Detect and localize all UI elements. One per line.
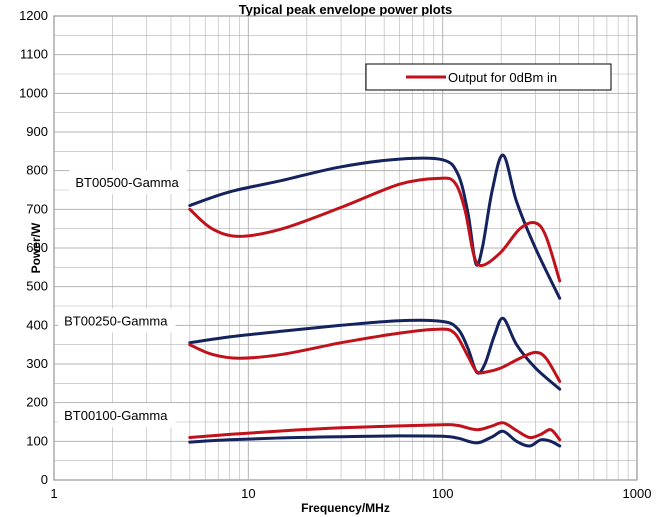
y-tick-label: 300 <box>26 356 48 371</box>
legend-entry: Output for 0dBm in <box>448 70 557 85</box>
y-tick-label: 900 <box>26 124 48 139</box>
y-tick-label: 1100 <box>20 47 48 62</box>
annotation-text: BT00250-Gamma <box>64 313 168 328</box>
series-line-4 <box>188 327 562 383</box>
y-tick-label: 500 <box>26 279 48 294</box>
series-layer <box>188 153 562 448</box>
annotation-box <box>69 170 187 195</box>
y-tick-label: 100 <box>26 433 48 448</box>
y-tick-label: 700 <box>26 201 48 216</box>
annotation-text: BT00100-Gamma <box>64 408 168 423</box>
y-tick-label: 0 <box>41 472 48 487</box>
y-axis-title: Power/W <box>29 222 43 273</box>
annotation: BT00250-Gamma <box>58 308 176 333</box>
series-line-1 <box>188 153 562 300</box>
x-tick-label: 10 <box>241 486 255 501</box>
y-tick-label: 1000 <box>19 85 48 100</box>
series-line-2 <box>188 176 562 283</box>
series-line-6 <box>188 421 562 442</box>
y-tick-label: 1200 <box>19 8 48 23</box>
chart-title: Typical peak envelope power plots <box>239 2 453 17</box>
annotation: BT00500-Gamma <box>69 170 187 195</box>
annotation-box <box>58 308 176 333</box>
annotation: BT00100-Gamma <box>58 403 176 428</box>
x-tick-labels: 1 10 100 1000 <box>50 486 651 501</box>
legend: Output for 0dBm in <box>365 63 612 91</box>
annotation-box <box>58 403 176 428</box>
x-tick-label: 1000 <box>623 486 652 501</box>
x-tick-label: 100 <box>432 486 454 501</box>
annotations: BT00500-Gamma BT00250-Gamma BT00100-Gamma <box>58 170 187 428</box>
x-tick-label: 1 <box>50 486 57 501</box>
annotation-text: BT00500-Gamma <box>75 175 179 190</box>
y-tick-labels: 0 100 200 300 400 500 600 700 800 900 1000 1100 1200 <box>19 8 48 487</box>
y-tick-label: 400 <box>26 317 48 332</box>
y-tick-label: 600 <box>26 240 48 255</box>
y-tick-label: 200 <box>26 395 48 410</box>
y-tick-label: 800 <box>26 163 48 178</box>
series-line-5 <box>188 429 562 448</box>
series-line-3 <box>188 316 562 391</box>
x-axis-title: Frequency/MHz <box>301 501 390 515</box>
